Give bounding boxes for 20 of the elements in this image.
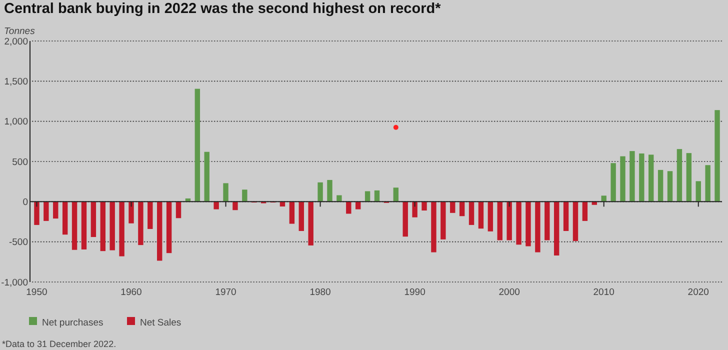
legend-label: Net purchases [42, 317, 104, 328]
y-tick-label: 500 [12, 156, 28, 168]
y-tick-label: 1,500 [4, 76, 28, 88]
y-tick-label: 2,000 [4, 36, 28, 48]
legend-label: Net Sales [140, 317, 182, 328]
y-tick-label: -500 [8, 237, 28, 248]
x-tick-label: 1970 [215, 287, 236, 298]
text: *Data to 31 December 2022. [2, 339, 116, 349]
x-tick-label: 1990 [404, 287, 426, 298]
y-tick-label: 0 [22, 196, 28, 208]
chart-title: Central bank buying in 2022 was the second highest on record* [4, 1, 442, 17]
x-tick-label: 2010 [593, 287, 614, 298]
x-tick-label: 2020 [688, 287, 709, 298]
y-tick-label: -1,000 [1, 277, 28, 288]
x-tick-label: 2000 [498, 287, 520, 298]
x-tick-label: 1980 [310, 287, 331, 298]
x-tick-label: 1950 [26, 287, 48, 298]
y-tick-label: 1,000 [4, 116, 28, 128]
y-axis-title: Tonnes [4, 26, 36, 37]
x-tick-label: 1960 [120, 287, 142, 298]
